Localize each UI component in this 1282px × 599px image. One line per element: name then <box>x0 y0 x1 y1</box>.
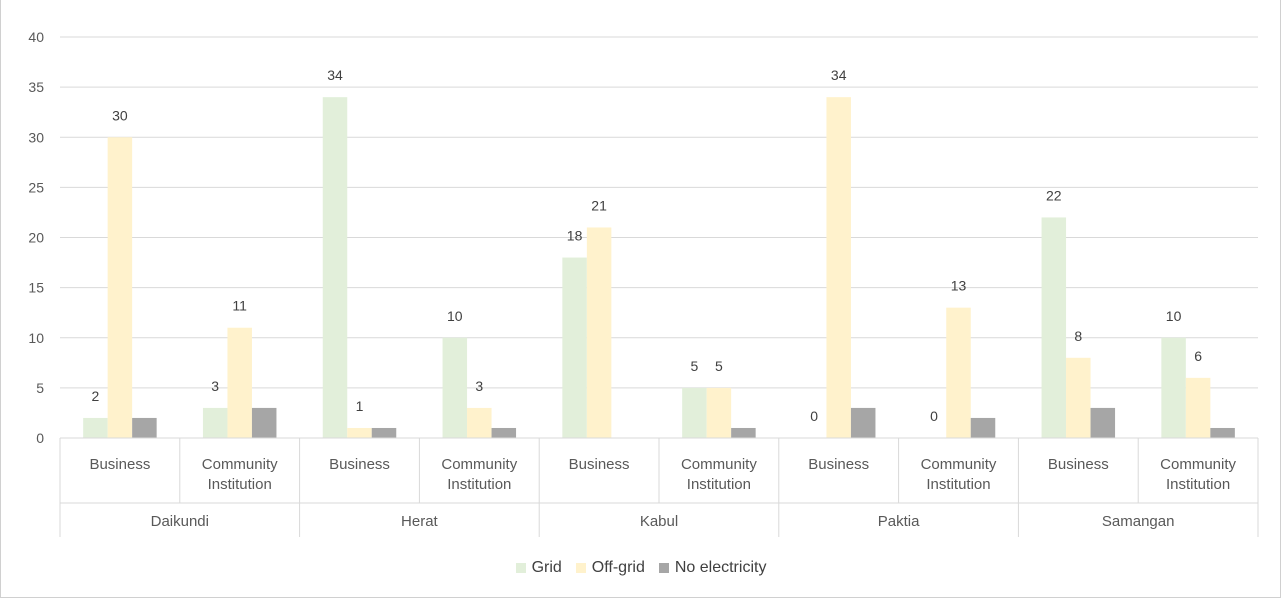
data-label: 34 <box>327 67 343 83</box>
x-category-label: Institution <box>1166 476 1230 493</box>
data-label: 0 <box>810 408 818 424</box>
y-tick-label: 10 <box>28 330 44 346</box>
y-tick-label: 5 <box>36 380 44 396</box>
x-category-label: Business <box>808 456 869 473</box>
x-group-label: Kabul <box>640 513 678 530</box>
bar-no-electricity <box>132 417 157 438</box>
x-category-label: Business <box>329 456 390 473</box>
legend-swatch <box>658 563 669 573</box>
bar-grid <box>442 337 468 438</box>
bar-grid <box>1161 337 1186 438</box>
bar-off-grid <box>946 307 971 438</box>
bar-off-grid <box>467 407 492 438</box>
bar-grid <box>202 407 228 438</box>
data-label: 30 <box>112 107 128 123</box>
bar-no-electricity <box>251 407 277 438</box>
y-tick-label: 20 <box>28 230 44 246</box>
bar-no-electricity <box>1090 407 1116 438</box>
data-label: 21 <box>591 197 607 213</box>
y-tick-label: 25 <box>28 179 44 195</box>
y-axis-ticks: 0 5 10 15 20 25 30 35 40 <box>28 29 44 446</box>
x-axis: Business Community Institution Business Comm… <box>59 437 1259 537</box>
data-label: 13 <box>951 278 967 294</box>
data-label: 34 <box>831 67 847 83</box>
data-label: 18 <box>567 228 583 244</box>
y-tick-label: 40 <box>28 29 44 45</box>
bar-off-grid <box>1066 357 1091 438</box>
legend-label: Off-grid <box>591 559 645 576</box>
x-category-label: Community <box>441 456 517 473</box>
data-label: 6 <box>1194 348 1202 364</box>
bar-grid <box>1041 217 1067 438</box>
data-label: 1 <box>356 398 364 414</box>
legend-swatch <box>575 563 586 573</box>
bar-grid <box>322 97 348 439</box>
bar-off-grid <box>826 97 851 439</box>
x-category-label: Business <box>569 456 630 473</box>
bar-no-electricity <box>371 427 397 438</box>
x-category-label: Business <box>89 456 150 473</box>
data-label: 0 <box>930 408 938 424</box>
data-label: 3 <box>475 378 483 394</box>
x-category-label: Institution <box>208 476 272 493</box>
data-label: 2 <box>92 388 100 404</box>
data-labels: 2 30 3 11 34 1 10 3 18 21 5 5 0 34 0 13 22 8 10 6 <box>92 67 1203 424</box>
data-label: 5 <box>691 358 699 374</box>
x-category-label: Institution <box>926 476 990 493</box>
bar-no-electricity <box>491 427 517 438</box>
y-tick-label: 0 <box>36 430 44 446</box>
bar-off-grid <box>107 137 133 438</box>
data-label: 10 <box>447 308 463 324</box>
legend-swatch <box>515 563 526 573</box>
bar-off-grid <box>347 427 372 438</box>
legend-entry: Grid <box>515 559 562 577</box>
x-category-label: Business <box>1048 456 1109 473</box>
bar-no-electricity <box>731 427 756 438</box>
x-group-label: Herat <box>401 513 439 530</box>
bars <box>83 97 1235 439</box>
x-category-label: Community <box>202 456 278 473</box>
bar-off-grid <box>586 227 612 438</box>
legend: Grid Off-grid No electricity <box>0 559 1282 577</box>
bar-no-electricity <box>970 417 996 438</box>
x-group-label: Samangan <box>1102 513 1175 530</box>
bar-no-electricity <box>850 407 876 438</box>
legend-entry: No electricity <box>658 559 767 577</box>
legend-label: No electricity <box>674 559 767 576</box>
y-tick-label: 30 <box>28 129 44 145</box>
bar-off-grid <box>706 387 732 438</box>
data-label: 11 <box>232 298 247 314</box>
x-group-label: Paktia <box>878 513 920 530</box>
data-label: 8 <box>1074 328 1082 344</box>
bar-off-grid <box>227 327 252 438</box>
x-category-label: Community <box>921 456 997 473</box>
bar-grid <box>682 387 707 438</box>
data-label: 3 <box>211 378 219 394</box>
data-label: 5 <box>715 358 723 374</box>
bar-off-grid <box>1185 377 1211 438</box>
data-label: 22 <box>1046 187 1062 203</box>
x-category-label: Institution <box>687 476 751 493</box>
bar-grid <box>562 257 587 438</box>
x-category-label: Community <box>1160 456 1236 473</box>
x-category-label: Institution <box>447 476 511 493</box>
legend-label: Grid <box>531 559 562 576</box>
x-group-label: Daikundi <box>151 513 209 530</box>
y-tick-label: 35 <box>28 79 44 95</box>
bar-no-electricity <box>1210 427 1235 438</box>
x-category-label: Community <box>681 456 757 473</box>
legend-entry: Off-grid <box>575 559 645 577</box>
bar-grid <box>83 417 108 438</box>
data-label: 10 <box>1166 308 1182 324</box>
y-tick-label: 15 <box>28 280 44 296</box>
